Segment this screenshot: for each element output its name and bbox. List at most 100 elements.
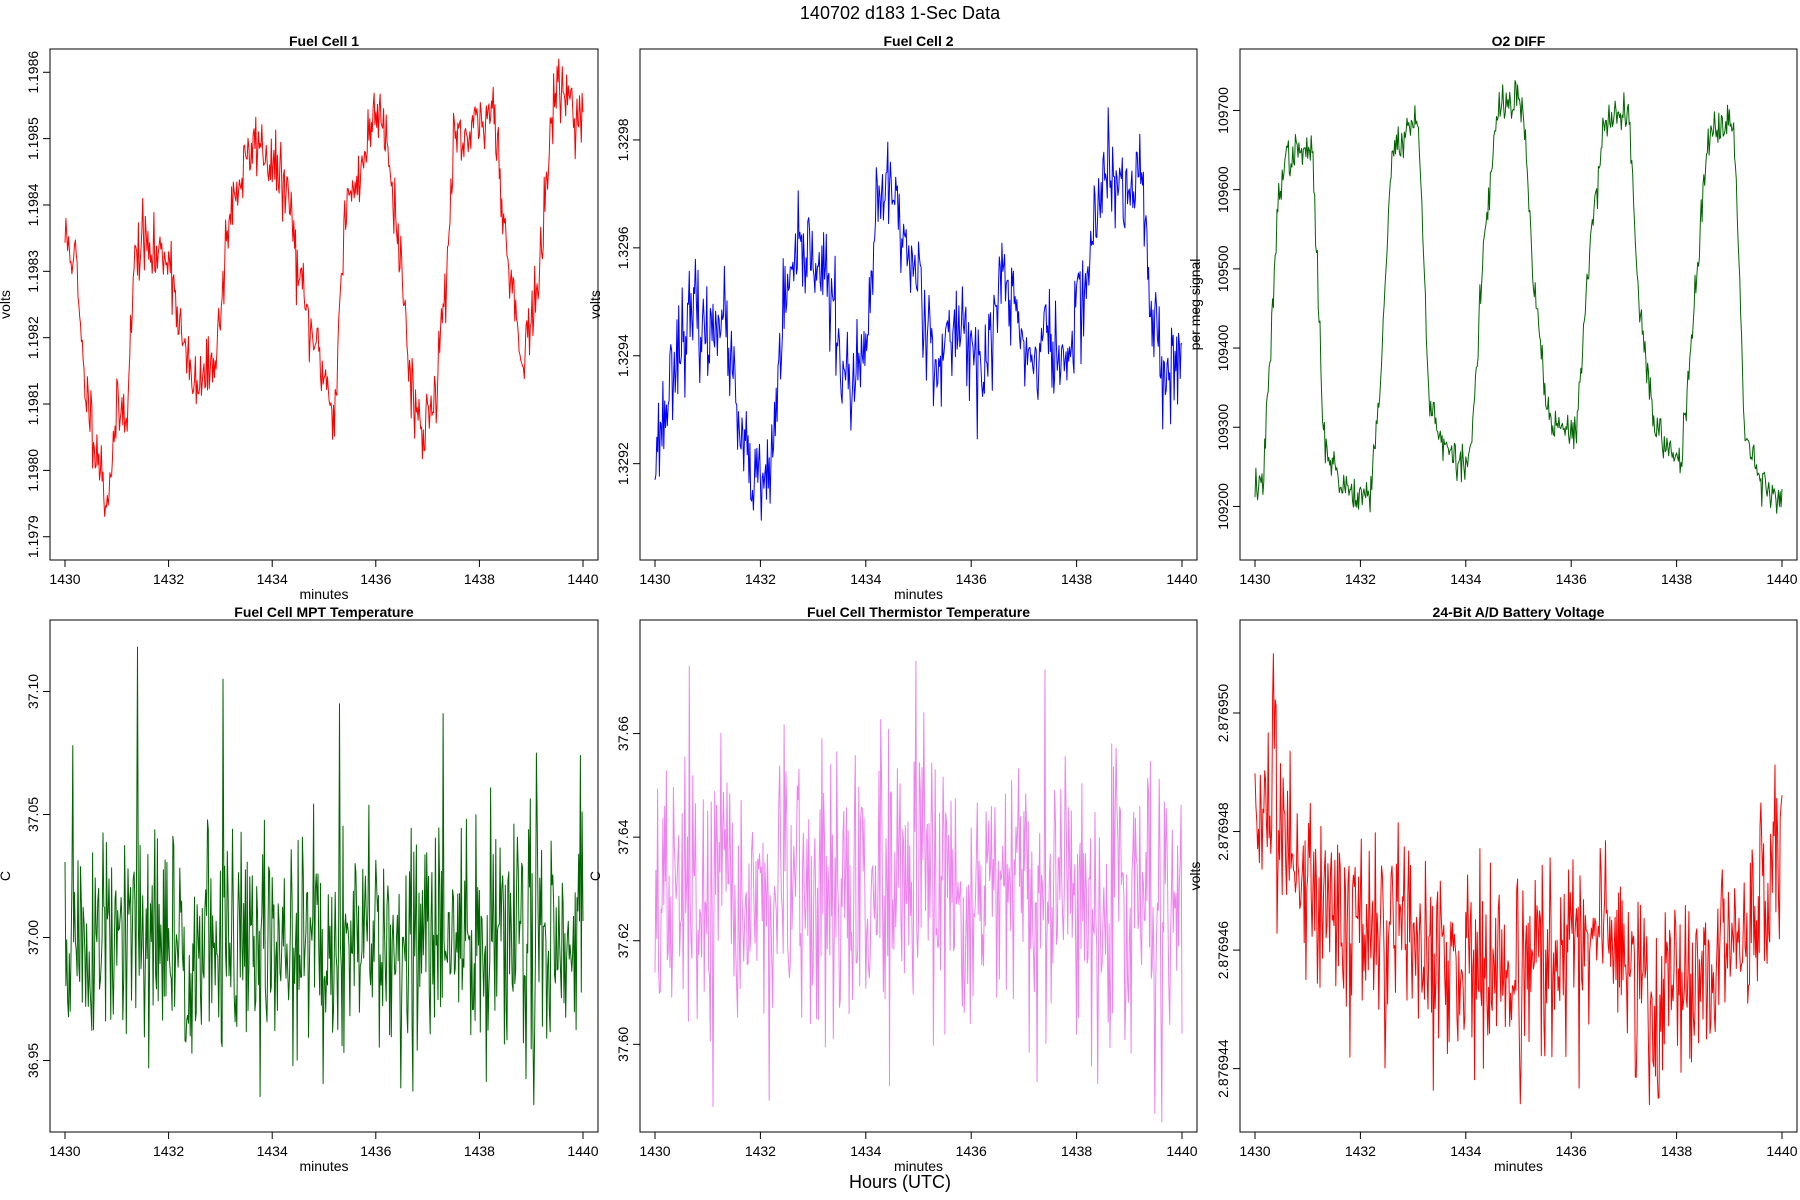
y-axis-label: per meg signal <box>1187 259 1203 351</box>
x-tick-label: 1434 <box>1450 1143 1481 1159</box>
x-tick-label: 1436 <box>360 1143 391 1159</box>
y-tick-label: 36.95 <box>25 1043 41 1078</box>
series-line <box>1254 653 1783 1106</box>
x-tick-label: 1436 <box>360 571 391 587</box>
x-tick-label: 1438 <box>1061 571 1092 587</box>
y-tick-label: 1.1982 <box>25 316 41 359</box>
chart-title: Fuel Cell 1 <box>289 33 359 49</box>
x-tick-label: 1430 <box>49 1143 80 1159</box>
y-tick-label: 109200 <box>1215 483 1231 530</box>
y-tick-label: 37.62 <box>615 923 631 958</box>
x-tick-label: 1432 <box>745 571 776 587</box>
y-tick-label: 2.876950 <box>1215 684 1231 743</box>
x-tick-label: 1434 <box>257 571 288 587</box>
x-tick-label: 1434 <box>1450 571 1481 587</box>
y-tick-label: 1.3296 <box>615 226 631 269</box>
x-tick-label: 1440 <box>567 1143 598 1159</box>
y-axis-label: C <box>587 871 603 881</box>
y-tick-label: 37.05 <box>25 797 41 832</box>
x-tick-label: 1440 <box>1766 571 1797 587</box>
x-axis-label: minutes <box>894 586 943 602</box>
x-tick-label: 1438 <box>464 571 495 587</box>
chart-panel-6: 24-Bit A/D Battery Voltage 1430 1432 1434 14… <box>1187 604 1798 1174</box>
x-tick-label: 1436 <box>956 1143 987 1159</box>
x-tick-label: 1440 <box>1166 1143 1197 1159</box>
chart-panel-2: Fuel Cell 2 1430 1432 1434 1436 1438 1440 1.329… <box>587 33 1198 602</box>
y-tick-label: 37.10 <box>25 674 41 709</box>
x-tick-label: 1430 <box>49 571 80 587</box>
series-line <box>654 107 1183 521</box>
x-tick-label: 1436 <box>1556 571 1587 587</box>
y-axis-label: volts <box>0 290 13 319</box>
x-axis-label: minutes <box>894 1158 943 1174</box>
x-tick-label: 1438 <box>1661 1143 1692 1159</box>
x-tick-label: 1438 <box>464 1143 495 1159</box>
x-tick-label: 1430 <box>639 1143 670 1159</box>
chart-panel-3: O2 DIFF 1430 1432 1434 1436 1438 1440 109200 109… <box>1187 33 1798 587</box>
x-axis-label: minutes <box>1494 1158 1543 1174</box>
x-tick-label: 1440 <box>1766 1143 1797 1159</box>
y-tick-label: 1.1983 <box>25 250 41 293</box>
x-tick-label: 1434 <box>257 1143 288 1159</box>
chart-panel-1: Fuel Cell 1 1430 1432 1434 1436 1438 1440 1.197… <box>0 33 599 602</box>
figure-suptitle: 140702 d183 1-Sec Data <box>800 3 1001 23</box>
chart-title: Fuel Cell Thermistor Temperature <box>807 604 1030 620</box>
y-tick-label: 109600 <box>1215 166 1231 213</box>
chart-title: Fuel Cell MPT Temperature <box>234 604 414 620</box>
y-tick-label: 109700 <box>1215 87 1231 134</box>
x-tick-label: 1440 <box>1166 571 1197 587</box>
series-line <box>1254 80 1783 514</box>
y-axis-label: volts <box>587 290 603 319</box>
y-tick-label: 2.876946 <box>1215 921 1231 980</box>
chart-panel-4: Fuel Cell MPT Temperature 1430 1432 1434 143… <box>0 604 599 1174</box>
plot-frame <box>639 48 1198 561</box>
y-axis-label: volts <box>1187 862 1203 891</box>
y-tick-label: 1.1979 <box>25 515 41 558</box>
x-tick-label: 1432 <box>153 571 184 587</box>
chart-panel-5: Fuel Cell Thermistor Temperature 1430 1432… <box>587 604 1198 1174</box>
x-tick-label: 1432 <box>745 1143 776 1159</box>
plot-frame <box>1239 619 1798 1133</box>
y-tick-label: 2.876948 <box>1215 802 1231 861</box>
plot-frame <box>1239 48 1798 561</box>
y-tick-label: 37.60 <box>615 1027 631 1062</box>
series-line <box>64 646 584 1106</box>
plot-frame <box>49 48 599 561</box>
y-tick-label: 1.1985 <box>25 117 41 160</box>
x-tick-label: 1434 <box>850 571 881 587</box>
x-tick-label: 1434 <box>850 1143 881 1159</box>
y-tick-label: 109500 <box>1215 245 1231 292</box>
y-tick-label: 2.876944 <box>1215 1039 1231 1098</box>
y-tick-label: 1.1984 <box>25 183 41 226</box>
x-tick-label: 1436 <box>1556 1143 1587 1159</box>
series-line <box>64 58 584 517</box>
x-tick-label: 1436 <box>956 571 987 587</box>
y-tick-label: 1.3294 <box>615 334 631 377</box>
series-line <box>654 660 1183 1123</box>
x-tick-label: 1430 <box>1239 1143 1270 1159</box>
chart-title: O2 DIFF <box>1492 33 1546 49</box>
y-tick-label: 37.00 <box>25 920 41 955</box>
y-tick-label: 109300 <box>1215 404 1231 451</box>
y-tick-label: 1.1980 <box>25 449 41 492</box>
y-tick-label: 1.1986 <box>25 51 41 94</box>
x-tick-label: 1438 <box>1061 1143 1092 1159</box>
x-tick-label: 1432 <box>1345 1143 1376 1159</box>
x-axis-label: minutes <box>299 586 348 602</box>
x-tick-label: 1438 <box>1661 571 1692 587</box>
plot-frame <box>49 619 599 1133</box>
panel-grid: Fuel Cell 1 1430 1432 1434 1436 1438 1440 1.197… <box>0 33 1798 1174</box>
x-tick-label: 1432 <box>1345 571 1376 587</box>
x-tick-label: 1432 <box>153 1143 184 1159</box>
chart-title: Fuel Cell 2 <box>883 33 953 49</box>
y-tick-label: 1.3298 <box>615 118 631 161</box>
chart-title: 24-Bit A/D Battery Voltage <box>1433 604 1605 620</box>
y-tick-label: 1.3292 <box>615 442 631 485</box>
figure-bottom-label: Hours (UTC) <box>849 1172 951 1192</box>
x-tick-label: 1430 <box>1239 571 1270 587</box>
x-tick-label: 1440 <box>567 571 598 587</box>
y-axis-label: C <box>0 871 13 881</box>
y-tick-label: 1.1981 <box>25 382 41 425</box>
